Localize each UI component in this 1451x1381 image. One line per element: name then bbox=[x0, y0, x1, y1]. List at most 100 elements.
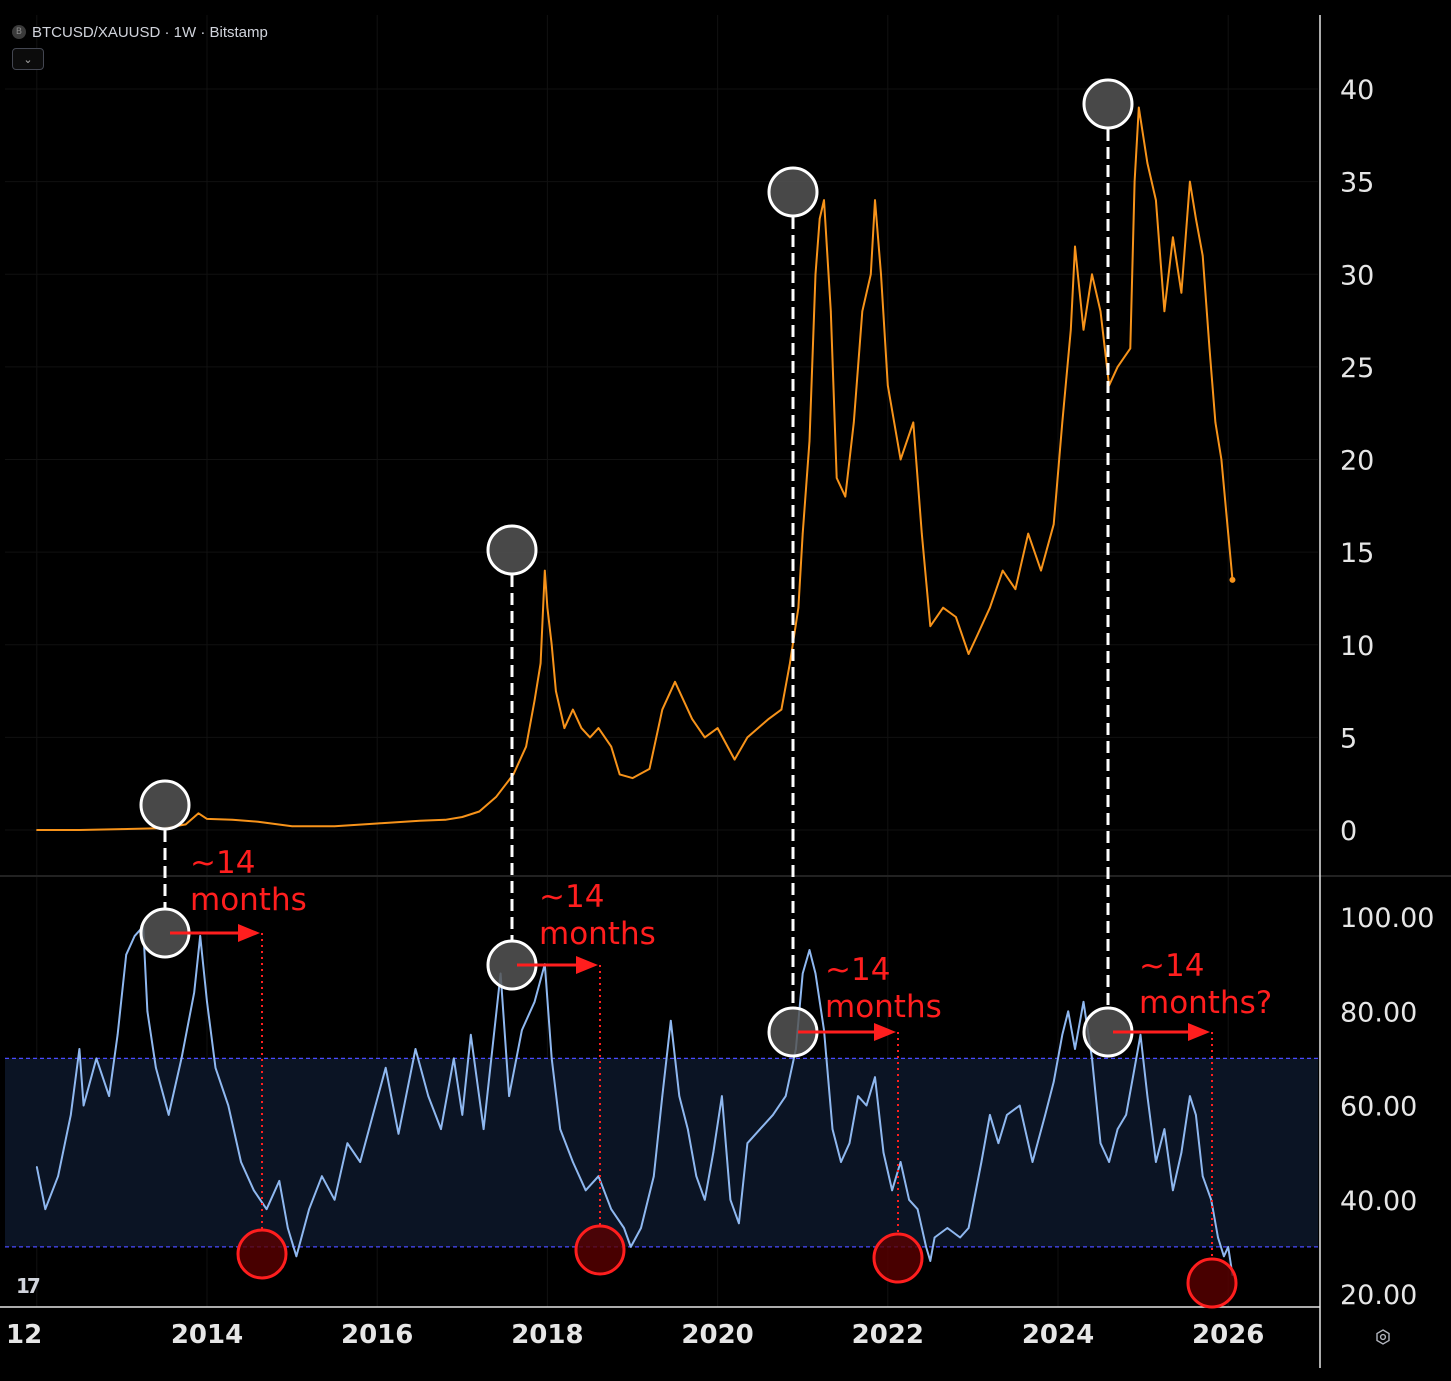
rsi-point bbox=[1163, 1128, 1166, 1130]
price-point bbox=[929, 625, 932, 628]
rsi-point bbox=[597, 1175, 600, 1177]
price-point bbox=[231, 819, 234, 821]
symbol-header[interactable]: B BTCUSD/XAUUSD · 1W · Bitstamp bbox=[12, 20, 268, 44]
price-axis-tick-label: 35 bbox=[1340, 168, 1374, 199]
price-point bbox=[184, 823, 187, 826]
chevron-down-icon[interactable]: ⌄ bbox=[12, 48, 44, 70]
price-point bbox=[808, 440, 811, 442]
price-point bbox=[989, 606, 991, 609]
rsi-point bbox=[70, 1114, 72, 1116]
price-point bbox=[539, 662, 542, 665]
price-point bbox=[610, 745, 613, 748]
price-point bbox=[780, 708, 783, 711]
rsi-point bbox=[116, 1034, 119, 1036]
price-point bbox=[1052, 523, 1055, 526]
rsi-point bbox=[669, 1019, 672, 1022]
rsi-point bbox=[712, 1151, 715, 1154]
price-peak-marker bbox=[767, 166, 819, 218]
price-point bbox=[206, 818, 208, 820]
time-axis-tick-label: 12 bbox=[6, 1320, 42, 1350]
price-point bbox=[333, 825, 336, 828]
rsi-point bbox=[997, 1142, 1000, 1144]
price-point bbox=[546, 606, 549, 609]
rsi-point bbox=[206, 1001, 208, 1003]
price-point bbox=[563, 727, 566, 729]
price-point bbox=[1225, 514, 1228, 516]
gear-icon[interactable] bbox=[1374, 1328, 1392, 1346]
rsi-point bbox=[1067, 1010, 1070, 1013]
rsi-point bbox=[1139, 1034, 1142, 1036]
price-point bbox=[716, 727, 719, 729]
rsi-point bbox=[452, 1057, 455, 1060]
price-point bbox=[1172, 236, 1174, 238]
price-series-line bbox=[36, 106, 1234, 831]
rsi-point bbox=[1108, 1161, 1110, 1163]
time-axis-tick-label: 2016 bbox=[341, 1320, 413, 1350]
price-point bbox=[818, 217, 821, 220]
rsi-point bbox=[295, 1255, 298, 1258]
rsi-point bbox=[1091, 1057, 1093, 1060]
price-point bbox=[1082, 329, 1085, 331]
rsi-point bbox=[440, 1128, 442, 1130]
rsi-point bbox=[840, 1161, 842, 1163]
duration-label-line: ~14 bbox=[190, 845, 255, 881]
price-point bbox=[257, 820, 259, 823]
rsi-point bbox=[946, 1227, 949, 1229]
rsi-point bbox=[1133, 1067, 1136, 1069]
rsi-point bbox=[729, 1198, 732, 1201]
rsi-point bbox=[831, 1128, 834, 1130]
duration-arrow-head bbox=[238, 924, 260, 942]
duration-label-line: months bbox=[825, 989, 942, 1025]
price-point bbox=[555, 690, 557, 692]
rsi-point bbox=[333, 1198, 336, 1201]
price-point bbox=[444, 819, 447, 821]
price-point bbox=[589, 736, 591, 739]
rsi-point bbox=[959, 1236, 961, 1239]
rsi-point bbox=[1227, 1246, 1229, 1248]
price-point bbox=[921, 532, 923, 535]
rsi-point bbox=[1195, 1114, 1197, 1116]
rsi-point bbox=[461, 1114, 464, 1116]
price-point bbox=[544, 569, 546, 572]
rsi-point bbox=[661, 1095, 664, 1097]
rsi-point bbox=[1061, 1034, 1064, 1036]
rsi-point bbox=[678, 1095, 681, 1097]
rsi-point bbox=[967, 1227, 970, 1229]
duration-label-line: ~14 bbox=[1139, 948, 1204, 984]
rsi-point bbox=[1052, 1081, 1055, 1083]
rsi-point bbox=[550, 1057, 553, 1060]
rsi-point bbox=[980, 1161, 983, 1163]
price-point bbox=[835, 477, 838, 479]
rsi-point bbox=[640, 1227, 642, 1229]
price-point bbox=[572, 708, 574, 711]
rsi-point bbox=[167, 1114, 170, 1116]
price-point bbox=[814, 273, 817, 276]
rsi-point bbox=[125, 953, 127, 956]
price-point bbox=[844, 495, 847, 498]
rsi-point bbox=[801, 972, 804, 975]
rsi-point bbox=[695, 1175, 698, 1177]
duration-label-line: months bbox=[539, 916, 656, 952]
axes: 40 35 30 25 20 15 10 5 0 100.00 80.00 60.00 40.00 20.… bbox=[0, 15, 1451, 1368]
time-axis-tick-label: 2022 bbox=[852, 1320, 924, 1350]
rsi-point bbox=[823, 1029, 825, 1031]
price-peak-marker bbox=[139, 779, 191, 831]
rsi-point bbox=[746, 1142, 749, 1144]
rsi-point bbox=[155, 1067, 157, 1069]
price-point bbox=[197, 812, 200, 815]
rsi-point bbox=[521, 1029, 523, 1031]
price-peak-marker bbox=[1082, 78, 1134, 130]
rsi-point bbox=[1099, 1142, 1102, 1144]
rsi-point bbox=[610, 1208, 613, 1210]
rsi-point bbox=[214, 1067, 217, 1069]
rsi-point bbox=[925, 1246, 927, 1248]
rsi-point bbox=[346, 1142, 349, 1144]
rsi-point bbox=[891, 1189, 893, 1192]
rsi-point bbox=[865, 1104, 868, 1107]
rsi-point bbox=[772, 1114, 774, 1116]
rsi-point bbox=[414, 1048, 417, 1050]
price-point bbox=[495, 795, 498, 798]
rsi-point bbox=[240, 1161, 242, 1163]
rsi-point bbox=[95, 1057, 98, 1060]
